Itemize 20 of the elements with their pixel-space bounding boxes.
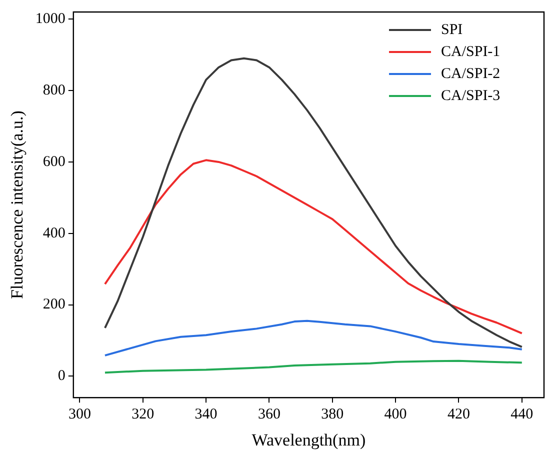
x-tick-label: 340 [194, 406, 218, 423]
legend-label: CA/SPI-2 [441, 66, 500, 82]
legend-label: SPI [441, 22, 463, 38]
legend-label: CA/SPI-3 [441, 88, 500, 104]
x-axis-title: Wavelength(nm) [252, 430, 366, 450]
y-tick-label: 1000 [35, 11, 66, 28]
y-tick-label: 0 [58, 368, 66, 384]
x-tick-label: 320 [132, 406, 154, 423]
x-tick-label: 400 [384, 406, 407, 423]
x-tick-label: 440 [510, 406, 534, 423]
y-tick-label: 200 [42, 296, 66, 313]
y-tick-label: 400 [42, 225, 66, 242]
y-tick-label: 600 [42, 154, 66, 170]
x-tick-label: 360 [258, 406, 280, 423]
x-tick-label: 420 [447, 406, 470, 423]
x-tick-label: 300 [68, 406, 91, 423]
y-tick-label: 800 [42, 82, 66, 98]
y-axis-title: Fluorescence intensity(a.u.) [8, 110, 27, 299]
x-tick-label: 380 [321, 406, 344, 423]
legend-label: CA/SPI-1 [441, 44, 500, 60]
